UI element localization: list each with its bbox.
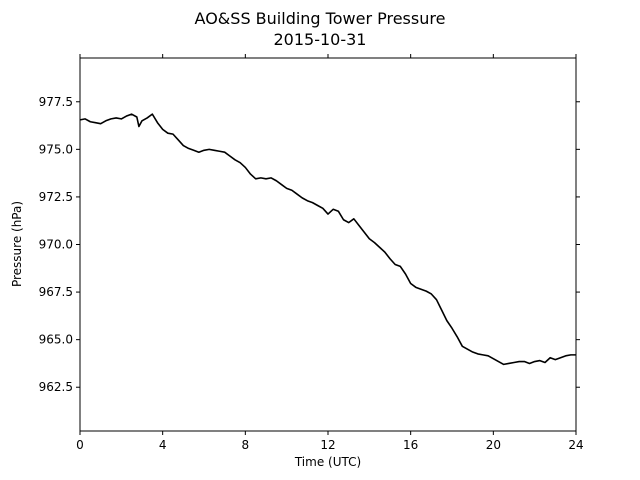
x-tick-label: 8: [242, 438, 250, 452]
y-axis-label: Pressure (hPa): [10, 201, 24, 287]
y-tick-label: 975.0: [39, 142, 73, 156]
x-tick-label: 20: [486, 438, 501, 452]
y-axis: 962.5 965.0 967.5 970.0 972.5 975.0 977.5: [39, 95, 580, 394]
y-tick-label: 967.5: [39, 285, 73, 299]
chart-title: AO&SS Building Tower Pressure: [195, 9, 446, 28]
y-tick-label: 977.5: [39, 95, 73, 109]
x-tick-label: 0: [76, 438, 84, 452]
x-axis: 0 4 8 12 16 20 24: [76, 54, 584, 452]
y-tick-label: 970.0: [39, 238, 73, 252]
x-tick-label: 4: [159, 438, 167, 452]
x-tick-label: 12: [320, 438, 335, 452]
x-axis-label: Time (UTC): [294, 455, 361, 469]
y-tick-label: 972.5: [39, 190, 73, 204]
y-tick-label: 965.0: [39, 333, 73, 347]
chart-subtitle: 2015-10-31: [274, 30, 367, 49]
plot-area: [79, 113, 576, 366]
y-tick-label: 962.5: [39, 380, 73, 394]
plot-frame: [79, 57, 577, 432]
pressure-series-line: [79, 113, 576, 366]
x-tick-label: 24: [568, 438, 583, 452]
x-tick-label: 16: [403, 438, 418, 452]
